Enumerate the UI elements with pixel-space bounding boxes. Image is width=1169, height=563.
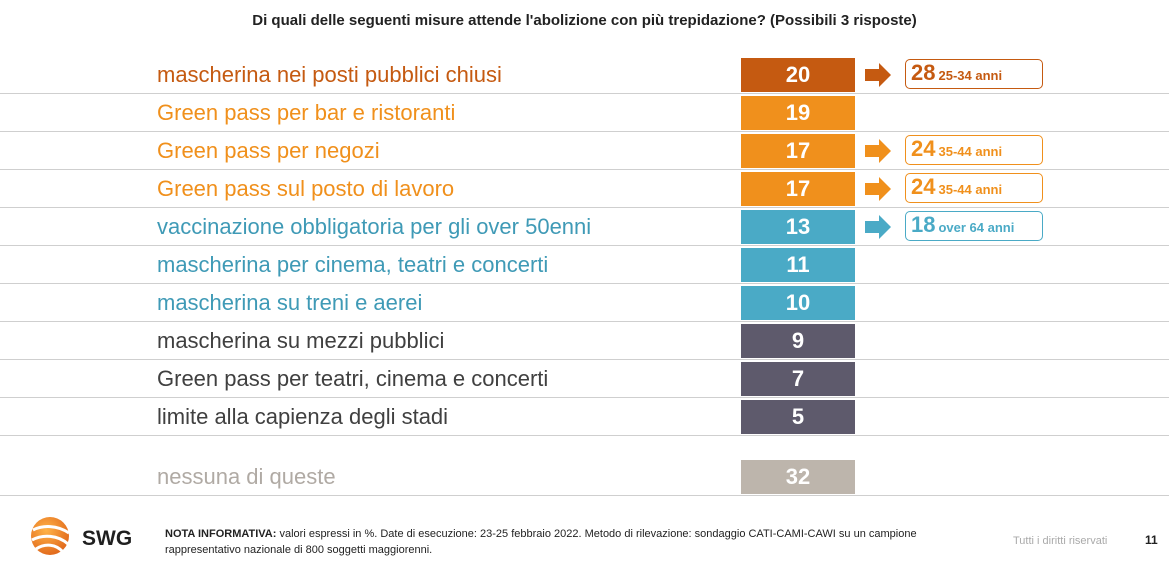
arrow-right-icon bbox=[865, 177, 891, 201]
chart-row: limite alla capienza degli stadi 5 bbox=[0, 398, 1169, 436]
swg-logo-icon bbox=[31, 517, 70, 555]
value-bar: 19 bbox=[741, 96, 855, 130]
callout-segment: 35-44 anni bbox=[938, 182, 1003, 197]
callout-segment: 35-44 anni bbox=[938, 144, 1003, 159]
row-divider bbox=[0, 435, 1169, 436]
value-bar: 32 bbox=[741, 460, 855, 494]
row-divider bbox=[0, 495, 1169, 496]
value-bar: 17 bbox=[741, 172, 855, 206]
value-bar: 17 bbox=[741, 134, 855, 168]
callout-segment: 25-34 anni bbox=[938, 68, 1003, 83]
chart-row: nessuna di queste 32 bbox=[0, 458, 1169, 496]
chart-row: Green pass per negozi 17 24 35-44 anni bbox=[0, 132, 1169, 170]
page-number: 11 bbox=[1145, 533, 1158, 547]
row-divider bbox=[0, 397, 1169, 398]
callout-value: 18 bbox=[911, 212, 936, 237]
value-bar: 5 bbox=[741, 400, 855, 434]
category-label: nessuna di queste bbox=[157, 464, 336, 489]
chart-row: Green pass sul posto di lavoro 17 24 35-44 … bbox=[0, 170, 1169, 208]
category-label: Green pass per teatri, cinema e concerti bbox=[157, 366, 549, 391]
category-label: limite alla capienza degli stadi bbox=[157, 404, 449, 429]
row-divider bbox=[0, 93, 1169, 94]
chart-row: mascherina nei posti pubblici chiusi 20 28… bbox=[0, 56, 1169, 94]
callout-value: 28 bbox=[911, 60, 936, 85]
chart-row: mascherina su mezzi pubblici 9 bbox=[0, 322, 1169, 360]
chart-row: vaccinazione obbligatoria per gli over 5… bbox=[0, 208, 1169, 246]
category-label: mascherina per cinema, teatri e concerti bbox=[157, 252, 549, 277]
segment-callout: 28 25-34 anni bbox=[905, 59, 1043, 89]
value-bar: 9 bbox=[741, 324, 855, 358]
category-label: mascherina su treni e aerei bbox=[157, 290, 423, 315]
row-divider bbox=[0, 207, 1169, 208]
category-label: mascherina su mezzi pubblici bbox=[157, 328, 445, 353]
chart-row: mascherina per cinema, teatri e concerti… bbox=[0, 246, 1169, 284]
chart-row: mascherina su treni e aerei 10 bbox=[0, 284, 1169, 322]
segment-callout: 24 35-44 anni bbox=[905, 173, 1043, 203]
footnote: NOTA INFORMATIVA: valori espressi in %. … bbox=[165, 526, 995, 558]
segment-callout: 18 over 64 anni bbox=[905, 211, 1043, 241]
row-divider bbox=[0, 131, 1169, 132]
chart-title: Di quali delle seguenti misure attende l… bbox=[252, 12, 917, 29]
row-divider bbox=[0, 245, 1169, 246]
segment-callout: 24 35-44 anni bbox=[905, 135, 1043, 165]
value-bar: 20 bbox=[741, 58, 855, 92]
value-bar: 10 bbox=[741, 286, 855, 320]
row-divider bbox=[0, 283, 1169, 284]
row-divider bbox=[0, 169, 1169, 170]
category-label: vaccinazione obbligatoria per gli over 5… bbox=[157, 214, 592, 239]
arrow-right-icon bbox=[865, 215, 891, 239]
footnote-label: NOTA INFORMATIVA: bbox=[165, 528, 277, 540]
chart-row: Green pass per bar e ristoranti 19 bbox=[0, 94, 1169, 132]
arrow-right-icon bbox=[865, 139, 891, 163]
chart-row: Green pass per teatri, cinema e concerti… bbox=[0, 360, 1169, 398]
brand-name: SWG bbox=[82, 527, 133, 550]
category-label: Green pass per bar e ristoranti bbox=[157, 100, 456, 125]
callout-segment: over 64 anni bbox=[938, 220, 1015, 235]
category-label: Green pass per negozi bbox=[157, 138, 380, 163]
footnote-text: valori espressi in %. Date di esecuzione… bbox=[165, 528, 917, 556]
value-bar: 11 bbox=[741, 248, 855, 282]
row-divider bbox=[0, 359, 1169, 360]
rights-text: Tutti i diritti riservati bbox=[1013, 535, 1108, 547]
arrow-right-icon bbox=[865, 63, 891, 87]
category-label: Green pass sul posto di lavoro bbox=[157, 176, 455, 201]
value-bar: 7 bbox=[741, 362, 855, 396]
callout-value: 24 bbox=[911, 174, 936, 199]
value-bar: 13 bbox=[741, 210, 855, 244]
row-divider bbox=[0, 321, 1169, 322]
callout-value: 24 bbox=[911, 136, 936, 161]
category-label: mascherina nei posti pubblici chiusi bbox=[157, 62, 502, 87]
